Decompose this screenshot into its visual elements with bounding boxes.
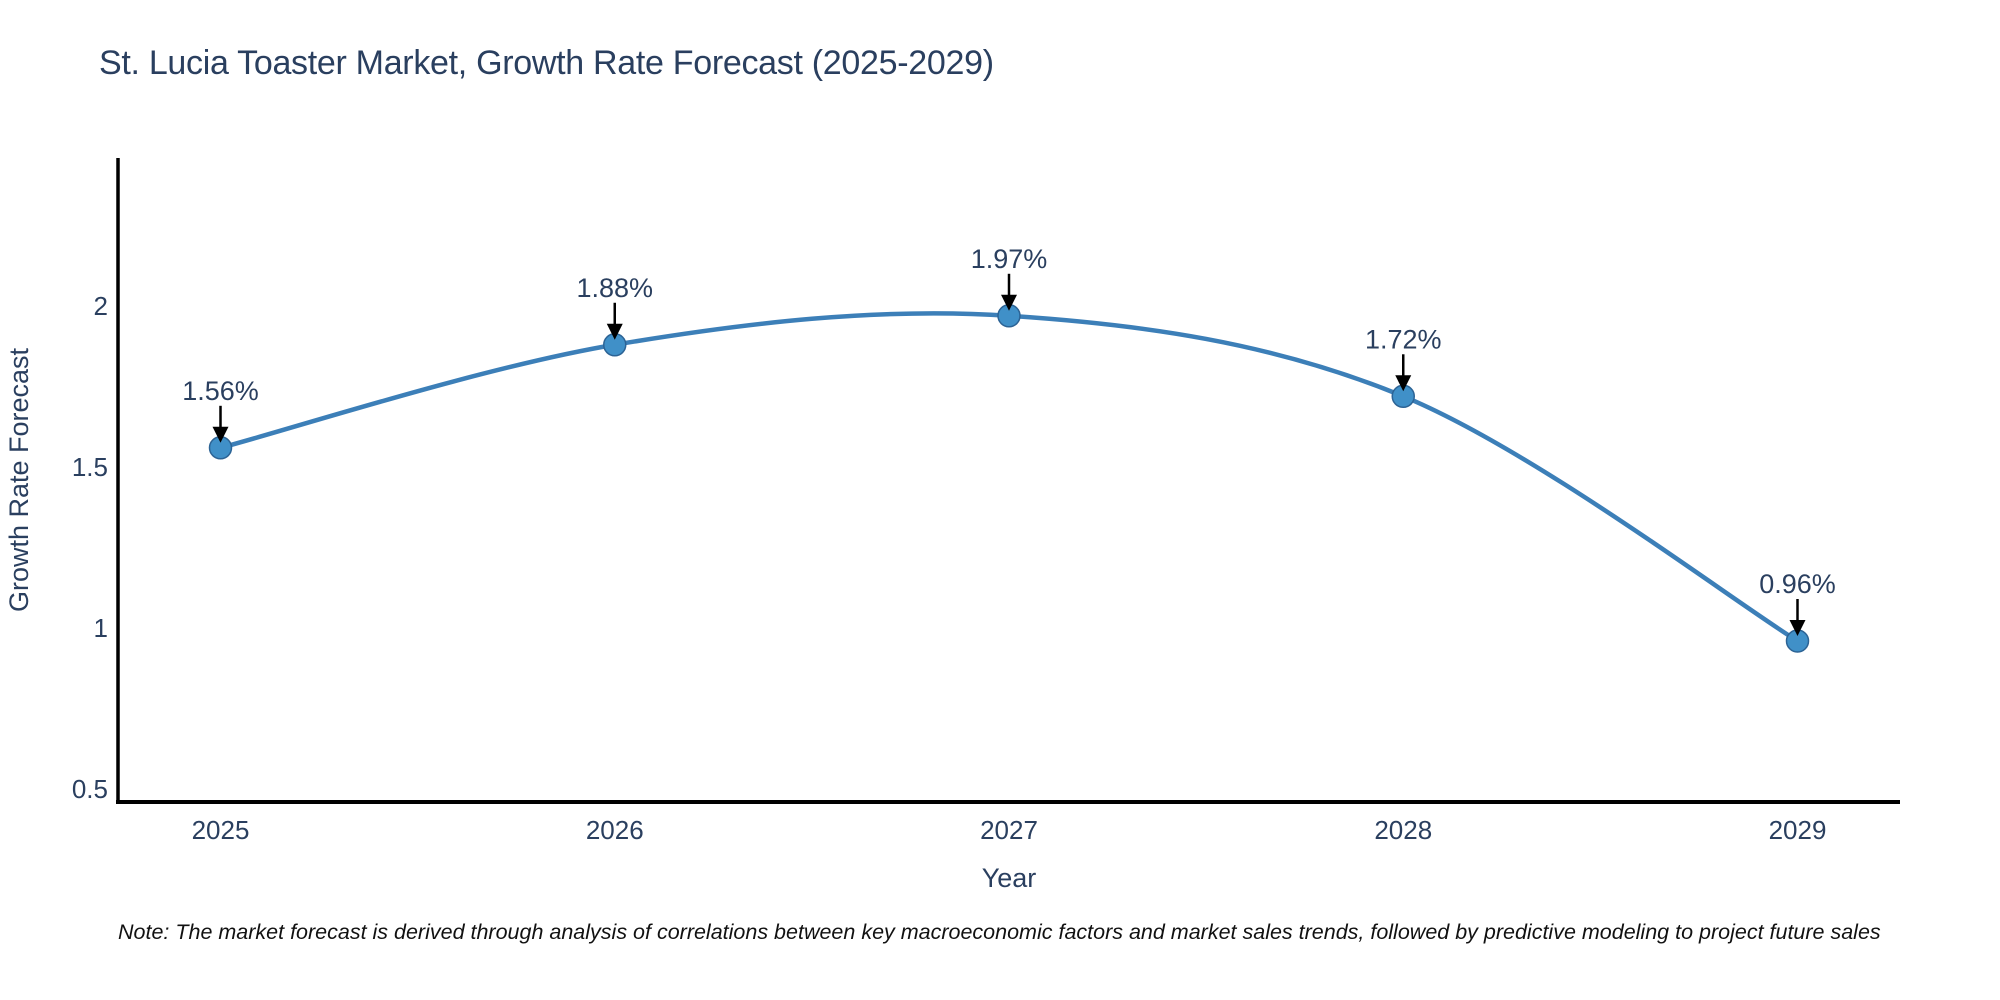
annotation-arrow-head: [1001, 294, 1017, 311]
y-tick-label: 2: [94, 291, 108, 321]
x-tick-label: 2028: [1374, 815, 1432, 845]
annotation-label: 1.97%: [971, 244, 1048, 274]
x-axis-title: Year: [982, 863, 1037, 893]
footnote: Note: The market forecast is derived thr…: [118, 920, 1881, 944]
annotation-arrow-head: [1789, 620, 1806, 636]
x-tick-label: 2025: [192, 815, 250, 845]
annotation-label: 1.72%: [1365, 324, 1442, 354]
y-tick-label: 1.5: [72, 452, 108, 482]
x-tick-label: 2026: [586, 815, 644, 845]
annotation-label: 1.88%: [576, 273, 653, 303]
annotation-arrow-head: [606, 323, 623, 340]
y-tick-label: 0.5: [72, 774, 108, 804]
annotation-label: 1.56%: [182, 376, 259, 406]
y-tick-label: 1: [94, 613, 108, 643]
annotation-arrow-head: [1395, 375, 1412, 392]
chart-title: St. Lucia Toaster Market, Growth Rate Fo…: [99, 44, 994, 82]
annotation-label: 0.96%: [1759, 569, 1836, 599]
x-tick-label: 2027: [980, 815, 1038, 845]
trend-line: [218, 311, 1800, 644]
annotation-arrow-head: [212, 426, 229, 443]
x-tick-label: 2029: [1769, 815, 1827, 845]
y-axis-title: Growth Rate Forecast: [4, 347, 34, 612]
